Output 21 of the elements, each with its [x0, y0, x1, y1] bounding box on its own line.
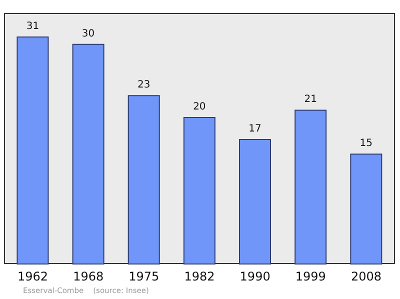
- data-label: 15: [360, 138, 373, 150]
- x-tick-label: 1962: [18, 270, 48, 284]
- data-label: 21: [304, 94, 317, 106]
- x-tick-label: 1990: [240, 270, 270, 284]
- bar: [128, 95, 160, 264]
- bar: [183, 117, 216, 264]
- data-label: 23: [138, 80, 150, 91]
- x-tick-label: 1968: [73, 270, 104, 284]
- bar: [72, 44, 104, 264]
- x-tick-label: 1999: [295, 270, 326, 284]
- data-label: 17: [248, 124, 262, 135]
- bar: [16, 36, 49, 264]
- x-tick-label: 1975: [128, 270, 160, 284]
- data-label: 30: [82, 28, 95, 40]
- x-tick-label: 2008: [350, 270, 382, 284]
- data-label: 31: [26, 21, 40, 32]
- bar: [350, 154, 382, 264]
- data-label: 20: [193, 102, 206, 113]
- x-tick-label: 1982: [184, 270, 215, 284]
- bar: [294, 110, 327, 264]
- bar: [239, 139, 272, 264]
